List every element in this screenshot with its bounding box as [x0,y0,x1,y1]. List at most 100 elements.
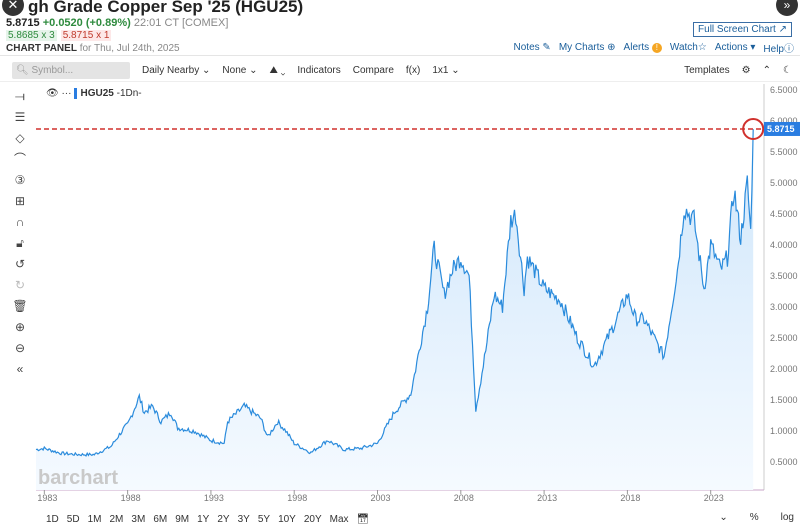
page-title: gh Grade Copper Sep '25 (HGU25) [28,0,304,16]
bid: 5.8685 x 3 [6,30,57,41]
divider [0,81,800,82]
log-toggle[interactable]: log [780,512,794,523]
crosshair-icon[interactable]: ⟞ [15,89,25,103]
full-screen-chart-button[interactable]: Full Screen Chart ↗ [693,22,792,37]
my-charts-link[interactable]: My Charts ⊕ [558,42,616,53]
alert-icon: ! [651,43,662,53]
x-tick-label: 2023 [704,493,724,503]
range-6m[interactable]: 6M [153,513,168,525]
y-tick-label: 2.0000 [770,364,798,374]
y-tick-label: 0.5000 [770,457,798,467]
last-price: 5.8715 [6,17,40,29]
range-10y[interactable]: 10Y [278,513,296,525]
y-tick-label: 1.0000 [770,426,798,436]
ask: 5.8715 x 1 [60,30,112,41]
templates-button[interactable]: Templates [684,64,730,76]
symbol-search-input[interactable]: 🔍︎ Symbol... [12,61,130,79]
undo-icon[interactable]: ↺ [14,257,26,271]
magnet-icon[interactable]: ∩ [15,215,25,229]
alerts-link[interactable]: Alerts ! [624,42,662,53]
indicators-button[interactable]: Indicators [297,64,341,76]
range-5y[interactable]: 5Y [257,513,271,525]
barchart-watermark: barchart [38,467,119,489]
collapse-icon[interactable]: ⌃ [762,64,772,76]
range-9m[interactable]: 9M [175,513,190,525]
range-2y[interactable]: 2Y [217,513,230,525]
y-tick-label: 4.5000 [770,209,798,219]
range-1y[interactable]: 1Y [197,513,210,525]
y-tick-label: 6.5000 [770,85,798,95]
divider [0,55,800,56]
fib-icon[interactable]: ☰ [14,110,26,124]
pattern-icon[interactable]: ⊞ [14,194,26,208]
price-line: 5.8715 +0.0520 (+0.89%) 22:01 CT [COMEX] [6,17,228,30]
range-max[interactable]: Max [329,513,349,525]
actions-menu[interactable]: Actions ▾ [714,42,756,53]
highlight-circle [742,117,765,140]
x-tick-label: 2018 [620,493,640,503]
range-20y[interactable]: 20Y [303,513,322,525]
y-tick-label: 5.0000 [770,178,798,188]
percent-toggle[interactable]: % [749,512,759,523]
price-line [35,129,754,457]
compare-button[interactable]: Compare [352,64,394,76]
overlay-select[interactable]: None ⌄ [222,64,258,76]
header-links: Notes ✎ My Charts ⊕ Alerts ! Watch☆ Acti… [514,40,794,55]
legend-interval: -1Dn- [116,88,142,100]
range-bar: 1D 5D 1M 2M 3M 6M 9M 1Y 2Y 3Y 5Y 10Y 20Y… [0,510,800,528]
chart-type-select[interactable]: ⛰ ⌄ [269,64,286,76]
range-2m[interactable]: 2M [109,513,124,525]
eye-icon[interactable]: 👁︎ ··· [46,88,72,100]
y-tick-label: 4.0000 [770,240,798,250]
x-tick-label: 2013 [537,493,557,503]
close-button[interactable]: ✕ [2,0,24,16]
y-tick-label: 3.0000 [770,302,798,312]
arc-icon[interactable]: ⌒ [13,152,26,166]
x-tick-label: 1988 [121,493,141,503]
range-5d[interactable]: 5D [66,513,80,525]
x-tick-label: 1993 [204,493,224,503]
lock-icon[interactable]: 🔓︎ [16,236,24,250]
range-3m[interactable]: 3M [131,513,146,525]
help-link[interactable]: Helpⓘ [763,44,794,55]
drawing-tools: ⟞ ☰ ◇ ⌒ ③ ⊞ ∩ 🔓︎ ↺ ↻ 🗑︎ ⊕ ⊖ « [6,86,34,380]
fx-button[interactable]: f(x) [405,64,421,76]
count-icon[interactable]: ③ [14,173,26,187]
gear-icon[interactable]: ⚙ [741,64,751,76]
y-tick-label: 1.5000 [770,395,798,405]
scroll-down-icon[interactable]: ⌄ [719,512,728,523]
trash-icon[interactable]: 🗑︎ [12,299,28,313]
series-color [74,88,78,99]
redo-icon[interactable]: ↻ [14,278,26,292]
calendar-icon[interactable]: 📅︎ [356,513,370,525]
last-price-marker [764,121,800,136]
range-1d[interactable]: 1D [46,513,59,525]
moon-icon[interactable]: ☾ [783,64,792,76]
last-price-label: 5.8715 [767,124,795,134]
zoom-out-icon[interactable]: ⊖ [14,341,26,355]
x-tick-label: 2008 [454,493,474,503]
quote-time: 22:01 CT [COMEX] [133,17,229,29]
x-tick-label: 1998 [287,493,307,503]
zoom-in-icon[interactable]: ⊕ [14,320,26,334]
x-tick-label: 1983 [37,493,57,503]
range-1m[interactable]: 1M [87,513,102,525]
collapse-tools-icon[interactable]: « [16,362,24,376]
bid-ask: 5.8685 x 3 5.8715 x 1 [6,30,112,42]
x-tick-label: 2003 [371,493,391,503]
notes-link[interactable]: Notes ✎ [513,42,551,53]
y-tick-label: 2.5000 [770,333,798,343]
interval-select[interactable]: Daily Nearby ⌄ [142,64,211,76]
y-tick-label: 6.0000 [770,116,798,126]
range-3y[interactable]: 3Y [237,513,250,525]
layout-select[interactable]: 1x1 ⌄ [432,64,460,76]
chart-toolbar: 🔍︎ Symbol... Daily Nearby ⌄ None ⌄ ⛰ ⌄ I… [0,60,800,80]
legend-symbol: HGU25 [80,88,114,100]
expand-button[interactable]: » [776,0,798,16]
chart-panel-label: CHART PANEL for Thu, Jul 24th, 2025 [6,43,180,55]
chart-legend: 👁︎ ··· HGU25 -1Dn- [46,88,142,99]
watch-link[interactable]: Watch☆ [669,42,707,53]
shape-icon[interactable]: ◇ [15,131,25,145]
panel-label: CHART PANEL [6,43,77,54]
